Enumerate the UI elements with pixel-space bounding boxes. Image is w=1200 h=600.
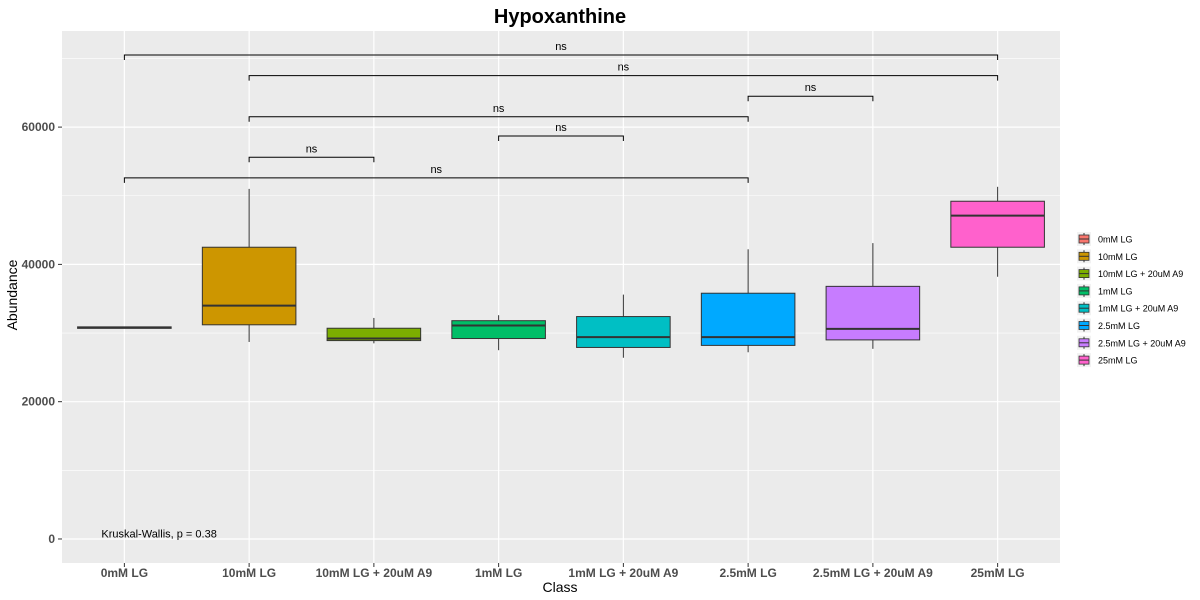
comparison-bracket: ns [498, 122, 624, 142]
box [576, 316, 671, 348]
bracket-label: ns [306, 143, 318, 155]
bracket-label: ns [555, 41, 567, 53]
bracket-line [248, 75, 999, 81]
box [326, 327, 422, 342]
legend-item: 0mM LG [1077, 232, 1133, 246]
x-tick-label: 25mM LG [971, 566, 1025, 580]
legend-label: 2.5mM LG + 20uM A9 [1098, 338, 1186, 348]
bracket-line [123, 177, 749, 183]
legend-label: 25mM LG [1098, 356, 1138, 366]
box-group [700, 249, 796, 353]
y-tick-label: 0 [48, 532, 55, 546]
x-tick-label: 0mM LG [101, 566, 148, 580]
box-group [201, 188, 297, 342]
legend-label: 2.5mM LG [1098, 321, 1140, 331]
bracket-label: ns [493, 103, 505, 115]
legend-item: 10mM LG [1077, 249, 1138, 264]
bracket-label: ns [618, 62, 630, 74]
comparison-bracket: ns [248, 62, 999, 81]
box-series [77, 186, 1045, 358]
y-tick-label: 60000 [22, 120, 56, 134]
bracket-label: ns [555, 122, 567, 134]
box [950, 200, 1045, 248]
x-tick-label: 2.5mM LG + 20uM A9 [813, 566, 933, 580]
bracket-line [498, 135, 624, 142]
box-group [451, 315, 546, 351]
x-axis: 0mM LG 10mM LG 10mM LG + 20uM A9 1mM LG 1mM … [101, 563, 1025, 580]
legend-label: 10mM LG + 20uM A9 [1098, 269, 1183, 279]
box-group [825, 243, 921, 349]
bracket-line [248, 156, 375, 163]
legend-item: 1mM LG + 20uM A9 [1077, 301, 1178, 316]
legend-item: 1mM LG [1077, 283, 1133, 298]
bracket-label: ns [430, 164, 442, 176]
chart-title: Hypoxanthine [494, 6, 626, 28]
comparison-bracket: ns [747, 82, 874, 102]
legend: 0mM LG 10mM LG 10mM LG + 20uM A9 1mM LG 1mM … [1077, 232, 1186, 368]
y-axis: 0 20000 40000 60000 [22, 120, 62, 546]
x-tick-label: 10mM LG + 20uM A9 [316, 566, 433, 580]
significance-brackets: ns ns ns ns ns ns ns [123, 41, 999, 183]
box [825, 285, 921, 341]
kruskal-wallis-annotation: Kruskal-Wallis, p = 0.38 [101, 529, 216, 541]
bracket-line [123, 54, 999, 61]
box-group [77, 326, 172, 329]
box-group [576, 294, 671, 358]
legend-label: 1mM LG [1098, 286, 1133, 296]
box [201, 246, 297, 326]
x-tick-label: 1mM LG [475, 566, 522, 580]
box [451, 320, 546, 340]
legend-label: 1mM LG + 20uM A9 [1098, 304, 1178, 314]
box-group [326, 317, 422, 344]
bracket-line [248, 116, 749, 122]
x-tick-label: 2.5mM LG [719, 566, 776, 580]
x-tick-label: 1mM LG + 20uM A9 [568, 566, 678, 580]
legend-label: 10mM LG [1098, 252, 1138, 262]
bracket-line [747, 95, 874, 102]
box-group [950, 186, 1045, 277]
bracket-label: ns [805, 82, 817, 94]
legend-item: 2.5mM LG + 20uM A9 [1077, 335, 1186, 350]
x-tick-label: 10mM LG [222, 566, 276, 580]
comparison-bracket: ns [123, 164, 749, 183]
comparison-bracket: ns [248, 143, 375, 163]
y-axis-title: Abundance [4, 259, 20, 330]
x-axis-title: Class [542, 579, 577, 595]
comparison-bracket: ns [123, 41, 999, 61]
legend-item: 10mM LG + 20uM A9 [1077, 266, 1183, 281]
legend-label: 0mM LG [1098, 235, 1133, 245]
y-tick-label: 40000 [22, 257, 56, 271]
y-tick-label: 20000 [22, 395, 56, 409]
legend-item: 25mM LG [1077, 353, 1138, 368]
comparison-bracket: ns [248, 103, 749, 122]
legend-item: 2.5mM LG [1077, 318, 1140, 333]
